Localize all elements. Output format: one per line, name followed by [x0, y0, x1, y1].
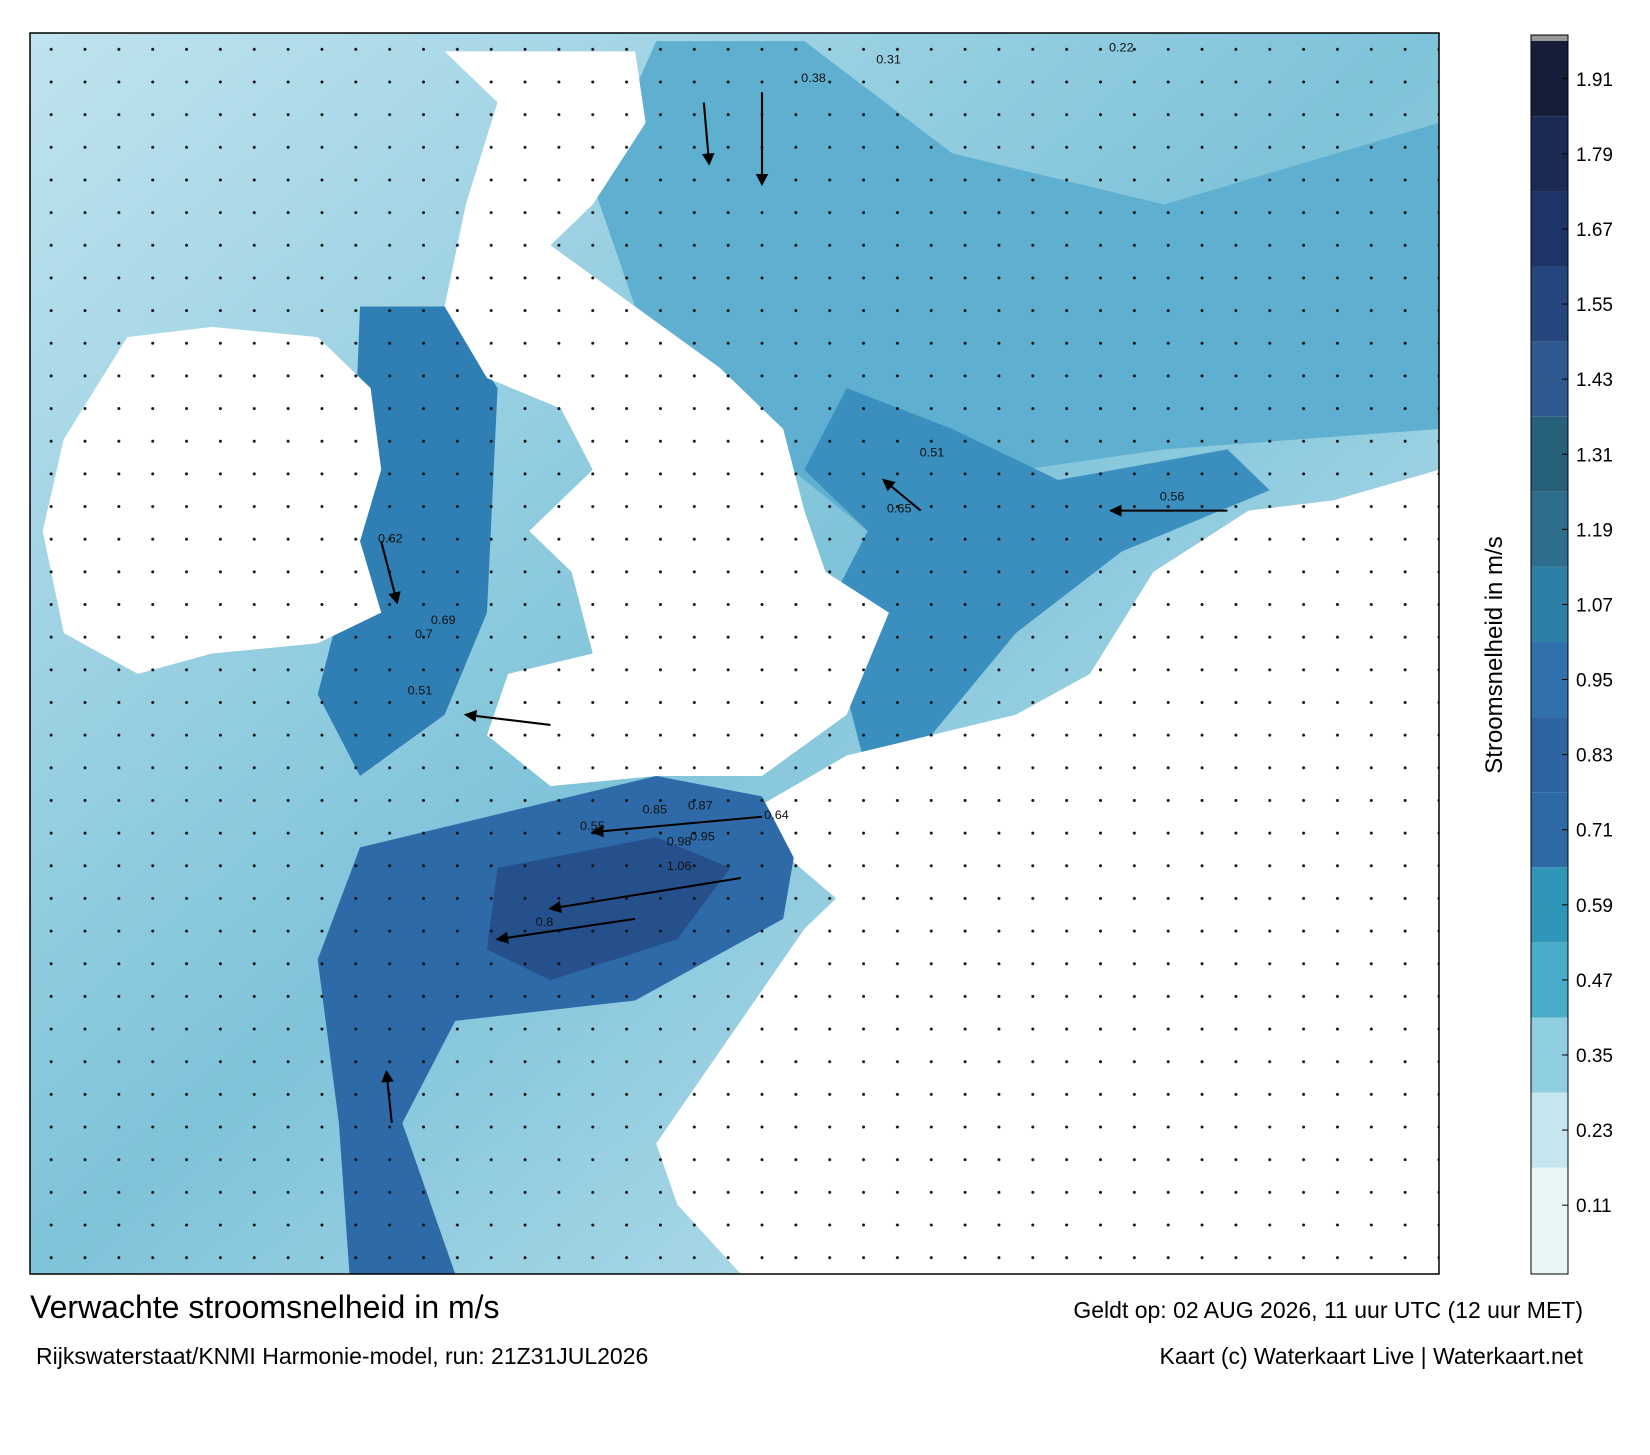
speed-label: 0.51 [408, 684, 433, 698]
speed-label: 0.95 [690, 829, 715, 843]
colorbar-band [1531, 1167, 1568, 1274]
colorbar-band [1531, 1017, 1568, 1093]
colorbar-title: Stroomsnelheid in m/s [1481, 536, 1508, 773]
colorbar-tick-label: 1.19 [1576, 520, 1613, 541]
map: 1.06 0.980.95 0.87 0.85 0.8 0.70.69 0.64 0.65 0.… [30, 33, 1439, 1274]
speed-label: 0.98 [667, 835, 692, 849]
speed-label: 0.51 [920, 446, 945, 460]
colorbar-tick-label: 1.91 [1576, 70, 1613, 91]
colorbar-band [1531, 867, 1568, 943]
colorbar-band [1531, 266, 1568, 342]
colorbar-frame [1530, 34, 1569, 1275]
valid-time: Geldt op: 02 AUG 2026, 11 uur UTC (12 uu… [1073, 1297, 1583, 1323]
colorbar-tick-label: 0.59 [1576, 896, 1613, 917]
colorbar-tick-label: 0.11 [1576, 1196, 1612, 1217]
colorbar-tick-label: 1.55 [1576, 295, 1613, 316]
colorbar-tick-label: 0.35 [1576, 1046, 1613, 1067]
colorbar-band [1531, 792, 1568, 868]
speed-label: 1.06 [667, 859, 692, 873]
colorbar-band [1531, 35, 1568, 117]
speed-label: 0.7 [415, 627, 433, 641]
vector-grid [30, 33, 1439, 1274]
speed-label: 0.65 [887, 502, 912, 516]
colorbar-band [1531, 191, 1568, 267]
colorbar-cap [1531, 35, 1568, 41]
speed-label: 0.22 [1109, 41, 1134, 55]
colorbar-band [1531, 566, 1568, 642]
colorbar-band [1531, 942, 1568, 1018]
speed-label: 0.8 [536, 915, 554, 929]
colorbar-tick-label: 1.67 [1576, 220, 1613, 241]
colorbar-tick-label: 0.83 [1576, 746, 1613, 767]
colorbar-band [1531, 717, 1568, 793]
colorbar-band [1531, 1092, 1568, 1168]
speed-label: 0.87 [688, 799, 713, 813]
colorbar-tick-label: 0.71 [1576, 821, 1613, 842]
credit: Kaart (c) Waterkaart Live | Waterkaart.n… [1159, 1343, 1583, 1369]
map-frame [29, 32, 1440, 1275]
colorbar-tick-label: 1.07 [1576, 595, 1613, 616]
subtitle: Rijkswaterstaat/KNMI Harmonie-model, run… [36, 1343, 648, 1369]
colorbar-tick-label: 1.31 [1576, 445, 1613, 466]
speed-label: 0.64 [764, 808, 789, 822]
colorbar-band [1531, 491, 1568, 567]
speed-label: 0.69 [431, 613, 456, 627]
colorbar-tick-label: 1.79 [1576, 145, 1613, 166]
speed-label: 0.62 [378, 531, 403, 545]
speed-label: 0.31 [876, 53, 901, 67]
speed-label: 0.56 [1160, 490, 1185, 504]
colorbar-band [1531, 341, 1568, 417]
colorbar-tick-label: 0.47 [1576, 971, 1613, 992]
colorbar-band [1531, 641, 1568, 718]
speed-label: 0.85 [642, 803, 667, 817]
title: Verwachte stroomsnelheid in m/s [30, 1289, 500, 1325]
speed-label: 0.55 [580, 819, 605, 833]
current-arrows [380, 92, 1228, 1124]
speed-label: 0.38 [801, 71, 826, 85]
colorbar-tick-label: 1.43 [1576, 370, 1613, 391]
colorbar-band [1531, 416, 1568, 492]
colorbar-band [1531, 116, 1568, 192]
colorbar-tick-label: 0.95 [1576, 671, 1613, 692]
colorbar-tick-label: 0.23 [1576, 1121, 1613, 1142]
